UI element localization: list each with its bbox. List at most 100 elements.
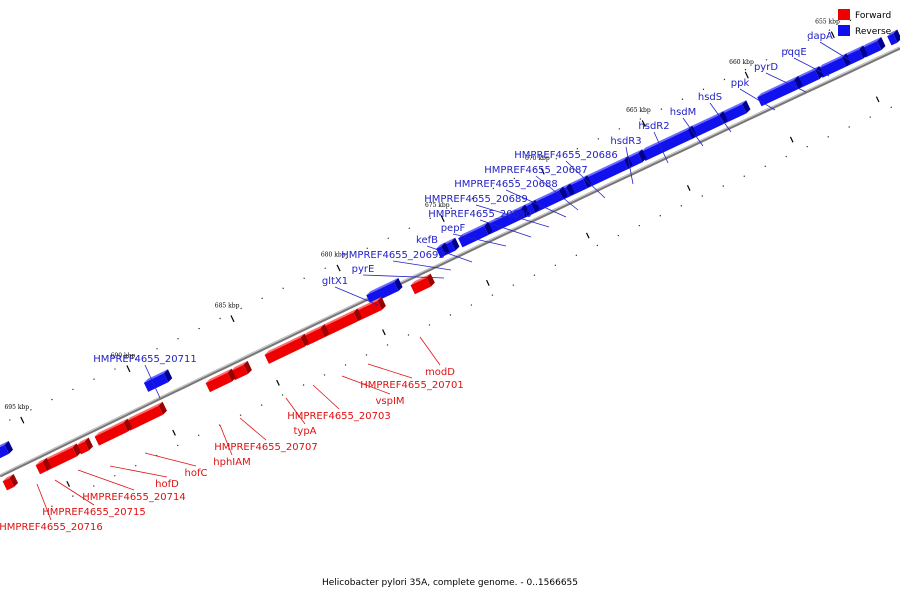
gene-leader-line: [419, 336, 441, 366]
gene-label-hmpref4655_20688[interactable]: HMPREF4655_20688: [454, 179, 557, 190]
gene-label-hmpref4655_20693[interactable]: HMPREF4655_20693: [341, 250, 444, 261]
gene-label-pyrd[interactable]: pyrD: [754, 62, 778, 73]
guide-dot: [114, 368, 116, 370]
gene-label-hmpref4655_20686[interactable]: HMPREF4655_20686: [514, 150, 617, 161]
guide-dot: [135, 464, 137, 467]
kbp-tick-mark-lower: [875, 96, 880, 103]
gene-leader-line: [367, 363, 413, 379]
guide-dot: [449, 314, 452, 316]
gene-label-modd[interactable]: modD: [425, 367, 455, 378]
kbp-tick-mark: [20, 416, 25, 424]
reverse-gene-box: [531, 186, 568, 213]
gene-label-hmpref4655_20716[interactable]: HMPREF4655_20716: [0, 522, 103, 533]
reverse-gene-box: [687, 111, 728, 140]
guide-dot: [785, 155, 787, 158]
guide-dot: [219, 317, 221, 320]
gene-label-hsdr2[interactable]: hsdR2: [638, 121, 669, 132]
kbp-tick-mark-lower: [172, 429, 176, 436]
gene-label-pqqe[interactable]: pqqE: [781, 47, 806, 58]
guide-dot: [806, 145, 808, 148]
kbp-tick-mark: [830, 31, 835, 39]
gene-label-hphiam[interactable]: hphIAM: [213, 457, 250, 468]
gene-label-hmpref4655_20714[interactable]: HMPREF4655_20714: [82, 492, 185, 503]
reverse-gene-box: [584, 155, 633, 188]
guide-dot: [701, 195, 703, 197]
gene-label-hmpref4655_20690[interactable]: HMPREF4655_20690: [428, 209, 531, 220]
guide-dot: [743, 175, 745, 177]
guide-dot: [849, 19, 852, 22]
legend-reverse-label: Reverse: [855, 27, 892, 37]
gene-leader-line: [535, 175, 579, 211]
gene-label-hmpref4655_20707[interactable]: HMPREF4655_20707: [214, 442, 317, 453]
kbp-tick-label: 655 kbp: [815, 18, 840, 25]
gene-label-hmpref4655_20711[interactable]: HMPREF4655_20711: [93, 354, 196, 365]
gene-label-dapa[interactable]: dapA: [807, 31, 833, 42]
gene-leader-line: [739, 88, 776, 111]
kbp-tick-mark-lower: [686, 185, 691, 191]
guide-dot: [533, 274, 536, 276]
gene-leader-line: [334, 286, 379, 306]
legend-reverse-swatch: [838, 25, 850, 36]
gene-label-hmpref4655_20689[interactable]: HMPREF4655_20689: [424, 194, 527, 205]
guide-dot: [177, 337, 179, 340]
reverse-gene-box: [0, 440, 13, 459]
forward-gene-box: [125, 401, 167, 431]
gene-label-hsds[interactable]: hsdS: [698, 92, 722, 103]
gene-label-pepf[interactable]: pepF: [441, 223, 466, 234]
reverse-gene-box: [641, 125, 697, 161]
kbp-tick-label: 685 kbp: [215, 302, 240, 309]
gene-label-hsdr3[interactable]: hsdR3: [610, 136, 641, 147]
guide-dot: [617, 234, 620, 237]
guide-dot: [596, 244, 599, 247]
guide-dot: [387, 237, 389, 239]
gene-label-typa[interactable]: typA: [293, 426, 316, 437]
reverse-gene-box: [485, 204, 530, 235]
guide-dot: [744, 68, 747, 71]
reverse-gene-box: [143, 369, 173, 392]
reverse-gene-box: [436, 242, 450, 258]
kbp-tick-mark-lower: [382, 329, 386, 336]
guide-dot: [72, 388, 74, 391]
gene-label-ppk[interactable]: ppk: [731, 78, 750, 89]
gene-label-hmpref4655_20687[interactable]: HMPREF4655_20687: [484, 165, 587, 176]
gene-label-gltx1[interactable]: gltX1: [322, 276, 348, 287]
gene-label-hofd[interactable]: hofD: [155, 479, 179, 490]
guide-dot: [492, 187, 495, 190]
guide-dot: [764, 165, 766, 168]
kbp-tick-mark-lower: [66, 480, 71, 487]
gene-label-kefb[interactable]: kefB: [416, 235, 438, 246]
guide-dot: [534, 167, 537, 170]
gene-leader-line: [565, 160, 606, 199]
guide-dot: [680, 205, 683, 207]
gene-leader-line: [452, 233, 507, 247]
kbp-tick-mark: [744, 71, 749, 79]
kbp-tick-mark: [126, 365, 131, 373]
guide-dot: [93, 378, 95, 380]
gene-label-hmpref4655_20703[interactable]: HMPREF4655_20703: [287, 411, 390, 422]
gene-label-hmpref4655_20715[interactable]: HMPREF4655_20715: [42, 507, 145, 518]
gene-leader-line: [144, 364, 161, 399]
guide-dot: [618, 128, 621, 130]
guide-dot: [51, 505, 53, 508]
gene-label-pyre[interactable]: pyrE: [352, 264, 375, 275]
kbp-tick-mark: [540, 167, 545, 175]
backbone-line: [0, 46, 900, 478]
guide-dot: [576, 148, 579, 150]
guide-dot: [807, 39, 810, 41]
kbp-tick-label: 675 kbp: [425, 202, 450, 209]
gene-label-hmpref4655_20701[interactable]: HMPREF4655_20701: [360, 380, 463, 391]
guide-dot: [239, 414, 242, 416]
gene-label-hofc[interactable]: hofC: [185, 468, 208, 479]
reverse-gene-box: [887, 29, 900, 46]
kbp-tick-label: 680 kbp: [321, 252, 346, 259]
gene-label-vspim[interactable]: vspIM: [375, 396, 404, 407]
guide-dot: [72, 495, 74, 497]
kbp-tick-mark: [336, 264, 341, 272]
kbp-tick-label: 670 kbp: [525, 155, 550, 162]
gene-label-hsdm[interactable]: hsdM: [670, 107, 697, 118]
kbp-tick-mark-lower: [789, 136, 794, 143]
guide-dot: [345, 257, 347, 259]
gene-leader-line: [819, 41, 852, 62]
